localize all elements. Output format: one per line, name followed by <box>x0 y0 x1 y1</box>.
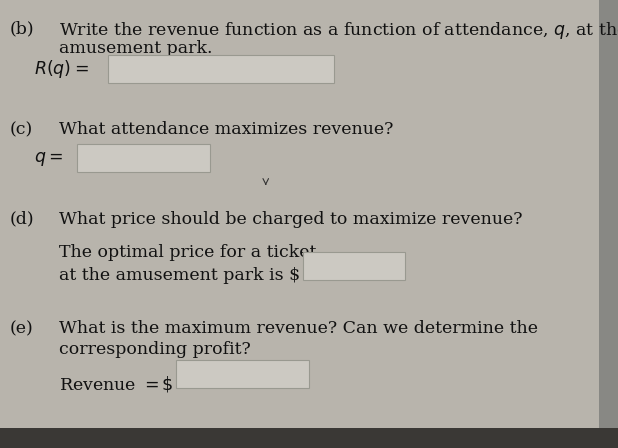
Text: Write the revenue function as a function of attendance, $q$, at the: Write the revenue function as a function… <box>59 20 618 41</box>
Text: (c): (c) <box>9 121 33 138</box>
Text: corresponding profit?: corresponding profit? <box>59 341 250 358</box>
FancyBboxPatch shape <box>176 360 309 388</box>
FancyBboxPatch shape <box>77 144 210 172</box>
FancyBboxPatch shape <box>108 55 334 83</box>
Text: amusement park.: amusement park. <box>59 40 212 57</box>
FancyBboxPatch shape <box>599 0 618 448</box>
Text: $R(q) =$: $R(q) =$ <box>34 58 89 81</box>
Text: (d): (d) <box>9 211 34 228</box>
Text: Revenue $= \$$: Revenue $= \$$ <box>59 374 174 394</box>
Text: What attendance maximizes revenue?: What attendance maximizes revenue? <box>59 121 393 138</box>
Text: $q =$: $q =$ <box>34 150 63 168</box>
FancyBboxPatch shape <box>0 428 618 448</box>
Text: (e): (e) <box>9 320 33 337</box>
Text: What price should be charged to maximize revenue?: What price should be charged to maximize… <box>59 211 522 228</box>
Text: at the amusement park is $: at the amusement park is $ <box>59 267 300 284</box>
FancyBboxPatch shape <box>303 252 405 280</box>
Text: The optimal price for a ticket: The optimal price for a ticket <box>59 244 316 261</box>
Text: (b): (b) <box>9 20 34 37</box>
Text: What is the maximum revenue? Can we determine the: What is the maximum revenue? Can we dete… <box>59 320 538 337</box>
